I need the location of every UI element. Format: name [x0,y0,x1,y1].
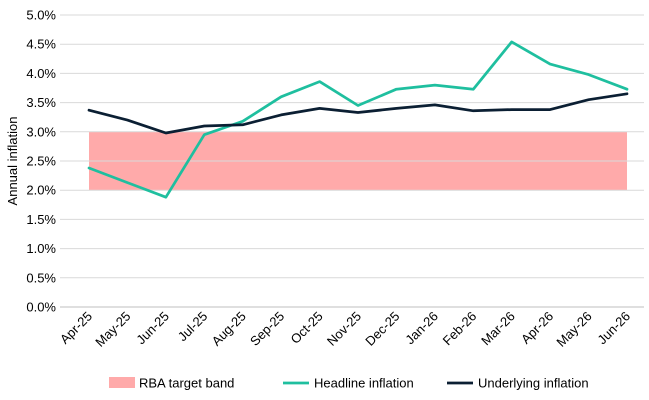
y-tick-label: 1.5% [26,212,56,227]
x-tick-label: Apr-26 [518,309,556,347]
y-tick-label: 1.0% [26,241,56,256]
x-tick-label: Jul-25 [175,309,211,345]
x-tick-label: May-25 [92,309,133,350]
x-tick-label: Oct-25 [287,309,325,347]
y-tick-label: 2.0% [26,183,56,198]
legend: RBA target band Headline inflation Underly… [109,376,589,391]
x-tick-label: Jan-26 [402,309,441,348]
x-tick-label: Sep-25 [247,309,287,349]
series-lines [87,40,629,199]
y-tick-label: 0.5% [26,270,56,285]
x-tick-label: Dec-25 [362,309,402,349]
legend-label: RBA target band [139,376,234,391]
series-line-headline-inflation [87,40,629,199]
legend-label: Underlying inflation [478,376,589,391]
y-tick-label: 5.0% [26,8,56,23]
x-tick-label: Mar-26 [478,309,518,349]
x-tick-label: Jun-25 [133,309,172,348]
x-tick-label: May-26 [553,309,594,350]
y-tick-label: 4.5% [26,37,56,52]
x-tick-label: Aug-25 [209,309,249,349]
x-tick-label: Nov-25 [324,309,364,349]
gridlines [60,14,644,308]
series-line-underlying-inflation [87,92,629,135]
y-tick-label: 4.0% [26,66,56,81]
y-axis-label: Annual inflation [5,117,20,206]
legend-label: Headline inflation [314,376,414,391]
x-tick-label: Apr-25 [57,309,95,347]
y-tick-label: 3.5% [26,95,56,110]
y-tick-label: 2.5% [26,154,56,169]
y-axis-ticks: 0.0% 0.5% 1.0% 1.5% 2.0% 2.5% 3.0% 3.5% 4.0% 4.5%… [26,8,56,315]
legend-swatch-band [109,377,135,388]
y-tick-label: 0.0% [26,300,56,315]
x-tick-label: Jun-26 [594,309,633,348]
x-tick-label: Feb-26 [440,309,480,349]
y-tick-label: 3.0% [26,124,56,139]
